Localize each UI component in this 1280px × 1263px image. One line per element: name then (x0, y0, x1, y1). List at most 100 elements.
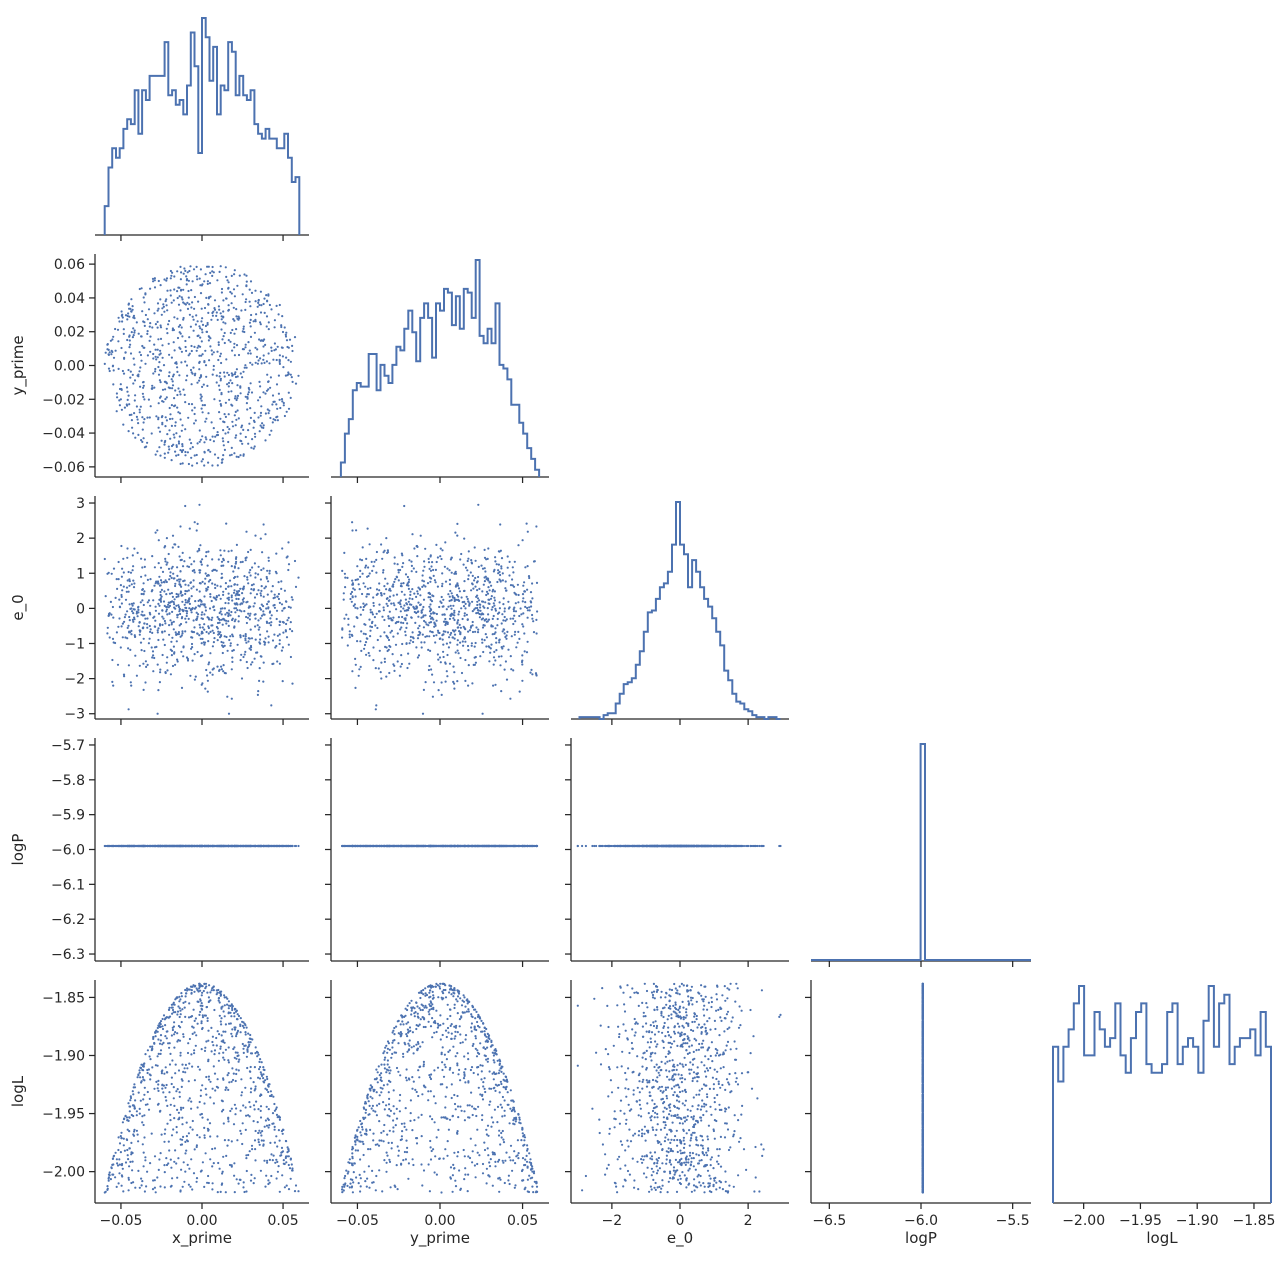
scatter-point (467, 557, 470, 560)
scatter-point (140, 592, 143, 596)
scatter-point (118, 598, 121, 601)
scatter-point (186, 659, 190, 662)
scatter-point (393, 664, 396, 667)
scatter-point (285, 636, 289, 639)
scatter-point (424, 635, 427, 638)
scatter-point (143, 614, 146, 617)
scatter-point (257, 299, 260, 302)
scatter-point (446, 631, 450, 634)
scatter-point (219, 371, 222, 374)
scatter-point (389, 617, 392, 620)
scatter-point (139, 366, 142, 369)
scatter-point (344, 576, 347, 579)
scatter-point (140, 575, 143, 578)
scatter-point (220, 572, 223, 575)
scatter-point (354, 595, 357, 598)
scatter-point (435, 560, 438, 564)
scatter-point (428, 605, 431, 608)
scatter-point (498, 550, 501, 553)
scatter-point (162, 580, 165, 584)
scatter-point (275, 358, 278, 362)
scatter-point (209, 271, 212, 274)
scatter-point (293, 336, 297, 339)
scatter-point (249, 305, 252, 308)
scatter-point (354, 657, 357, 661)
scatter-point (256, 348, 259, 351)
scatter-point (193, 406, 196, 409)
scatter-point (139, 641, 143, 644)
scatter-point (110, 613, 113, 616)
scatter-point (184, 345, 187, 349)
scatter-point (531, 582, 534, 585)
scatter-point (161, 415, 164, 418)
scatter-point (241, 330, 244, 333)
scatter-point (103, 362, 106, 365)
scatter-point (514, 610, 518, 613)
scatter-point (195, 265, 198, 268)
scatter-point (219, 379, 222, 382)
scatter-point (431, 695, 434, 698)
scatter-point (268, 433, 271, 436)
scatter-point (185, 621, 188, 624)
scatter-point (526, 606, 529, 610)
scatter-point (383, 585, 386, 588)
scatter-point (382, 609, 385, 612)
scatter-point (215, 311, 218, 314)
scatter-point (521, 663, 524, 666)
scatter-point (461, 617, 464, 621)
histogram-e_0 (578, 501, 781, 720)
scatter-point (175, 444, 178, 447)
scatter-point (123, 406, 126, 409)
scatter-point (198, 368, 201, 371)
scatter-point (521, 654, 524, 657)
scatter-point (249, 648, 252, 651)
scatter-point (158, 844, 162, 848)
scatter-point (459, 656, 462, 660)
scatter-point (223, 607, 226, 610)
scatter-point (167, 567, 171, 571)
scatter-point (231, 425, 235, 428)
scatter-point (247, 352, 250, 355)
scatter-point (489, 597, 493, 600)
scatter-point (423, 619, 426, 623)
scatter-point (289, 655, 292, 659)
scatter-point (429, 603, 432, 606)
scatter-point (274, 419, 277, 422)
scatter-point (285, 556, 288, 559)
scatter-point (495, 637, 498, 640)
histogram-x_prime (103, 17, 301, 235)
scatter-point (274, 348, 277, 351)
scatter-point (246, 396, 249, 399)
scatter-point (108, 844, 111, 848)
scatter-point (250, 446, 253, 449)
scatter-point (427, 648, 430, 652)
scatter-point (454, 629, 457, 632)
scatter-point (132, 579, 135, 582)
scatter-point (212, 368, 215, 371)
scatter-point (259, 617, 262, 620)
scatter-point (227, 613, 230, 616)
scatter-point (390, 602, 393, 605)
scatter-point (171, 636, 174, 639)
scatter-point (120, 544, 123, 548)
scatter-point (245, 660, 248, 664)
scatter-point (484, 601, 487, 604)
scatter-point (126, 556, 129, 559)
scatter-point (486, 844, 489, 848)
scatter-point (248, 300, 251, 303)
scatter-point (249, 382, 252, 385)
scatter-point (237, 615, 240, 618)
scatter-point (365, 557, 368, 561)
scatter-point (170, 567, 173, 570)
scatter-point (153, 277, 156, 280)
scatter-point (140, 649, 143, 652)
scatter-point (441, 613, 444, 616)
scatter-point (198, 429, 201, 432)
scatter-point (115, 392, 118, 395)
scatter-point (522, 612, 525, 615)
scatter-point (368, 654, 371, 657)
scatter-point (267, 559, 270, 562)
scatter-point (222, 454, 225, 457)
scatter-point (479, 655, 482, 658)
scatter-point (407, 652, 410, 655)
